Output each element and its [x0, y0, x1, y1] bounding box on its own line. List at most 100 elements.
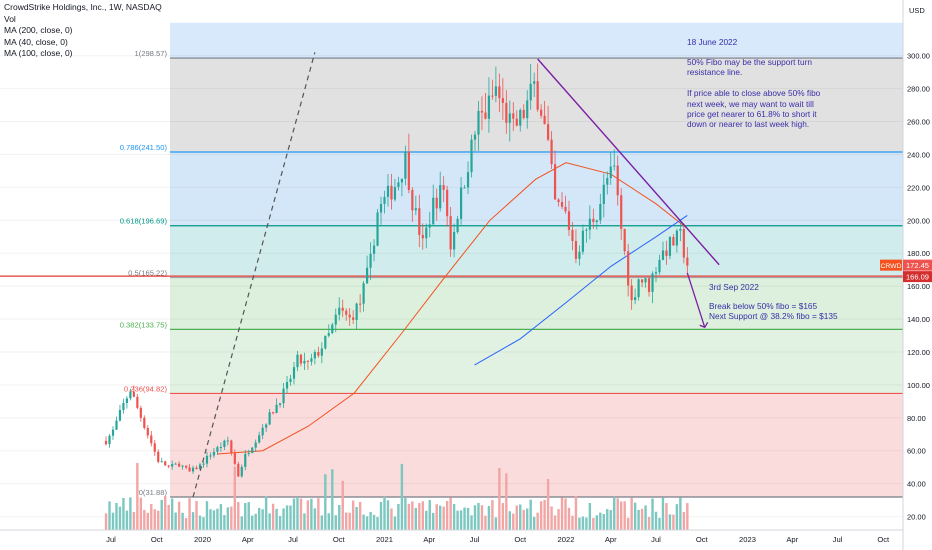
y-tick-label: 140.00 [907, 315, 930, 324]
candle-body [341, 307, 344, 311]
volume-bar [320, 515, 324, 530]
fib-label: 0.618(196.69) [120, 217, 168, 226]
candle-body [223, 440, 226, 447]
candle-body [379, 203, 383, 213]
candle-body [359, 303, 362, 305]
symbol-tag-label: CRWD [880, 263, 901, 270]
volume-bar [505, 473, 508, 530]
volume-bar [191, 512, 195, 530]
volume-bar [477, 502, 480, 530]
volume-bar [599, 512, 602, 530]
y-tick-label: 40.00 [907, 480, 926, 489]
volume-bar [553, 515, 557, 530]
candle-body [198, 464, 202, 470]
candle-body [512, 113, 515, 119]
symbol-title[interactable]: CrowdStrike Holdings, Inc., 1W, NASDAQ [4, 2, 162, 12]
symbol-tag [880, 259, 902, 271]
volume-bar [376, 517, 379, 530]
candle-body [606, 178, 609, 185]
candle-body [526, 100, 529, 119]
candle-body [435, 197, 438, 209]
note-june-body: 50% Fibo may be the support turn resista… [687, 57, 821, 130]
candle-body [578, 251, 581, 259]
candle-body [557, 199, 560, 203]
volume-bar [122, 497, 125, 530]
x-tick-label: Oct [333, 535, 346, 544]
candle-body [546, 124, 550, 140]
candle-body [651, 273, 654, 292]
volume-bar [595, 515, 599, 530]
candle-body [477, 110, 480, 135]
volume-bar [449, 497, 452, 530]
volume-bar [254, 513, 257, 530]
indicator-ma-100[interactable]: MA (100, close, 0) [4, 48, 73, 58]
volume-bar [491, 500, 494, 530]
volume-bar [160, 499, 163, 530]
candle-body [581, 230, 585, 252]
volume-bar [623, 501, 626, 530]
candle-body [616, 165, 619, 196]
candle-body [324, 335, 327, 349]
indicator-ma-40[interactable]: MA (40, close, 0) [4, 36, 68, 47]
volume-bar [285, 505, 289, 530]
last-price-label: 172.45 [906, 261, 929, 270]
candle-body [278, 403, 282, 405]
candle-body [143, 417, 146, 428]
volume-bar [532, 516, 536, 530]
volume-bar [358, 502, 362, 530]
indicator-vol[interactable]: Vol [4, 13, 16, 24]
x-tick-label: 2023 [739, 535, 756, 544]
candle-body [519, 110, 522, 126]
volume-bar [571, 515, 574, 530]
volume-bar [324, 474, 327, 530]
fib-band [170, 329, 903, 394]
volume-bar [665, 503, 668, 530]
volume-bar [164, 496, 167, 530]
volume-bar [501, 503, 505, 530]
x-tick-label: Jul [651, 535, 661, 544]
candles [104, 63, 689, 478]
candle-body [108, 435, 111, 445]
volume-bar [421, 501, 424, 530]
y-axis-unit: USD [909, 6, 925, 15]
candle-body [334, 314, 337, 325]
volume-bar [296, 496, 299, 530]
volume-bar [132, 511, 136, 530]
volume-bar [198, 515, 202, 530]
candle-body [289, 378, 292, 383]
candle-body [299, 354, 303, 364]
volume-bar [188, 498, 191, 530]
indicator-ma-200[interactable]: MA (200, close, 0) [4, 25, 73, 35]
candle-body [574, 241, 578, 259]
candle-body [522, 110, 525, 119]
volume-bar [150, 504, 153, 530]
volume-bar [404, 498, 407, 530]
candle-body [132, 391, 135, 397]
candle-body [191, 467, 195, 472]
candle-body [543, 115, 546, 125]
candle-body [139, 407, 142, 418]
volume-bar [278, 515, 282, 530]
y-tick-label: 60.00 [907, 447, 926, 456]
volume-bar [647, 517, 651, 530]
volume-bar [223, 515, 226, 530]
candle-body [146, 427, 149, 436]
candle-body [118, 409, 122, 421]
volume-bar [630, 497, 633, 530]
candle-body [540, 109, 543, 116]
candle-body [240, 466, 243, 477]
candle-body [602, 184, 605, 204]
candle-body [352, 317, 355, 320]
candle-body [115, 420, 118, 430]
note-sep-body: Break below 50% fibo = $165 Next Support… [709, 301, 838, 322]
y-tick-label: 200.00 [907, 216, 930, 225]
volume-bar [351, 500, 355, 530]
candle-body [233, 452, 236, 464]
volume-bar [209, 509, 212, 530]
candle-body [456, 218, 459, 233]
candle-body [397, 182, 400, 188]
volume-bar [463, 507, 466, 530]
volume-bar [184, 517, 188, 530]
candle-body [153, 443, 156, 452]
